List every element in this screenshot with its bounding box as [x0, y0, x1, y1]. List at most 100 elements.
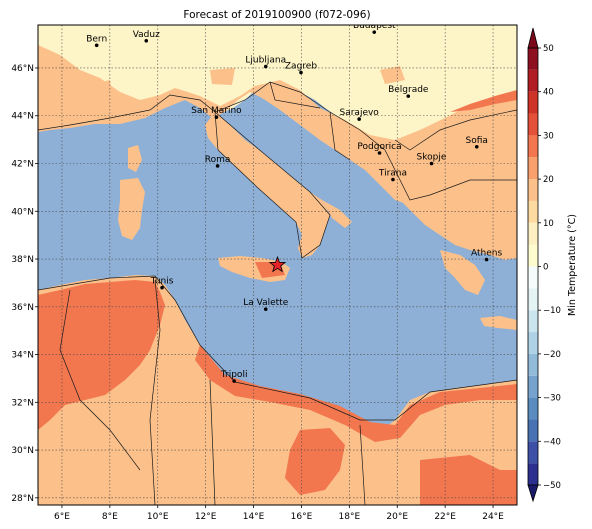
colorbar-band [528, 244, 538, 267]
colorbar-band [528, 48, 538, 70]
land-peloponnese [440, 250, 485, 295]
colorbar-band [528, 463, 538, 485]
city-label: Budapest [353, 21, 396, 31]
colorbar-band [528, 200, 538, 223]
colorbar: 50 40 30 20 10 0 −10 −20 −30 −40 −50 [527, 27, 561, 503]
colorbar-band [528, 353, 538, 376]
city-dot [484, 257, 489, 262]
city-label: Athens [471, 249, 502, 259]
city-label: San Marino [191, 106, 242, 116]
colorbar-band [528, 135, 538, 158]
x-tick-label: 16°E [291, 512, 313, 522]
city-dot [429, 161, 434, 166]
y-tick-label: 30°N [11, 446, 34, 456]
y-tick-label: 38°N [11, 255, 34, 265]
city-dot [232, 379, 236, 383]
y-tick-label: 32°N [11, 398, 34, 408]
colorbar-band [528, 179, 538, 201]
city-dot [214, 115, 219, 119]
land-africa-warm-south [285, 428, 345, 495]
city-label: La Valette [243, 298, 288, 308]
colorbar-extend-min [527, 484, 539, 503]
city-dot [391, 177, 395, 182]
colorbar-band [528, 310, 538, 333]
colorbar-tick-label: 0 [543, 263, 548, 273]
city-dot [144, 38, 149, 43]
x-tick-label: 20°E [386, 512, 408, 522]
city-dot [372, 30, 377, 34]
city-dot [215, 164, 220, 168]
latitude-axis: 28°N 30°N 32°N 34°N 36°N 38°N 40°N 42°N 44°N 46°N [11, 64, 38, 504]
land-crete [480, 316, 517, 330]
city-dot [94, 43, 99, 48]
city-label: Tunis [150, 277, 174, 287]
x-tick-label: 8°E [102, 512, 118, 522]
city-label: Roma [205, 155, 231, 165]
x-tick-label: 12°E [195, 512, 217, 522]
city-dot [377, 151, 382, 155]
land-africa-warm-coast [195, 345, 517, 442]
x-tick-label: 18°E [339, 512, 361, 522]
y-tick-label: 40°N [11, 207, 34, 217]
colorbar-tick-label: −40 [543, 437, 561, 447]
colorbar-band [528, 419, 538, 442]
land-europe-north [38, 25, 517, 150]
colorbar-tick-label: 10 [543, 219, 554, 229]
colorbar-extend-max [527, 27, 539, 49]
colorbar-band [528, 222, 538, 245]
land-sardinia [118, 178, 145, 240]
colorbar-tick-label: 40 [543, 88, 554, 98]
colorbar-tick-label: −30 [543, 394, 561, 404]
city-label: Belgrade [388, 85, 429, 95]
star-marker-icon [268, 255, 287, 273]
city-dot [357, 117, 361, 121]
colorbar-tick-label: −10 [543, 306, 561, 316]
y-tick-label: 44°N [11, 112, 34, 122]
map-title: Forecast of 2019100900 (f072-096) [183, 9, 370, 21]
x-tick-label: 24°E [482, 512, 504, 522]
graticule [38, 25, 517, 505]
land-corsica [128, 145, 142, 172]
colorbar-band [528, 288, 538, 311]
city-dot [263, 307, 268, 311]
colorbar-band [528, 157, 538, 180]
colorbar-tick-label: 30 [543, 131, 554, 141]
land-patch-1 [90, 80, 112, 100]
city-label: Zagreb [285, 62, 317, 72]
colorbar-band [528, 91, 538, 114]
colorbar-band [528, 69, 538, 92]
y-tick-label: 42°N [11, 160, 34, 170]
city-label: Sarajevo [340, 108, 380, 118]
city-label: Ljubljana [245, 56, 286, 66]
y-tick-label: 36°N [11, 303, 34, 313]
y-tick-label: 46°N [11, 64, 34, 74]
land-east-warm [450, 90, 517, 112]
city-label: Vaduz [133, 30, 160, 40]
land-patch-3 [380, 66, 405, 84]
x-tick-label: 10°E [147, 512, 169, 522]
city-dot [299, 70, 303, 75]
land-italy [205, 112, 330, 258]
longitude-axis: 6°E 8°E 10°E 12°E 14°E 16°E 18°E 20°E 22°E 24°E [54, 505, 504, 522]
colorbar-tick-label: −50 [543, 481, 561, 491]
y-tick-label: 34°N [11, 351, 34, 361]
colorbar-tick-label: 50 [543, 44, 554, 54]
colorbar-band [528, 266, 538, 289]
x-tick-label: 6°E [54, 512, 70, 522]
city-dot [474, 144, 479, 149]
city-label: Skopje [417, 153, 447, 163]
land-africa-warm [38, 280, 165, 430]
colorbar-tick-label: −20 [543, 350, 561, 360]
city-label: Bern [86, 34, 107, 44]
city-label: Tripoli [220, 370, 248, 380]
colorbar-band [528, 113, 538, 136]
land-africa-cool-patch [118, 390, 160, 420]
land-africa [38, 275, 517, 505]
x-tick-label: 14°E [243, 512, 265, 522]
colorbar-band [528, 332, 538, 354]
land-italy-heel [322, 200, 352, 228]
colorbar-label: Min Temperature (°C) [567, 214, 578, 316]
